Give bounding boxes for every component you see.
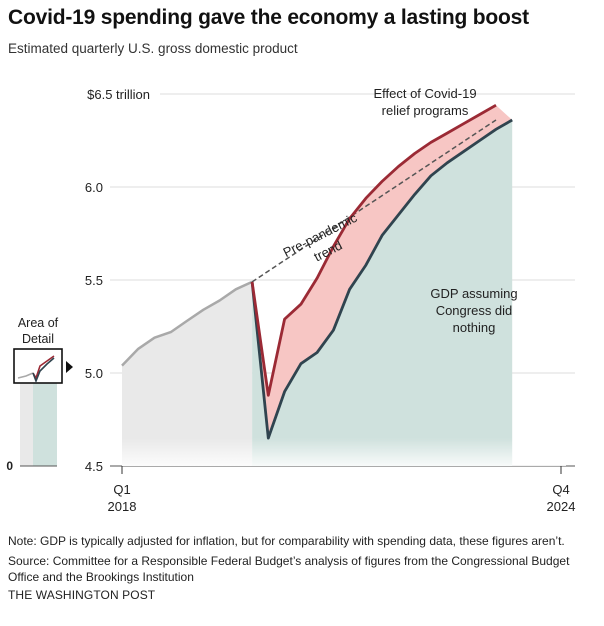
note-text: Note: GDP is typically adjusted for infl… — [8, 534, 565, 548]
x-label-start-quarter: Q1 — [113, 482, 130, 497]
pre-pandemic-area — [122, 281, 253, 466]
gdp-chart: $6.5 trillion 6.0 5.5 5.0 4.5 Q1 2018 Q4 202… — [6, 86, 576, 514]
inset-label-line2: Detail — [22, 332, 54, 346]
chart-title: Covid-19 spending gave the economy a las… — [8, 6, 529, 29]
pre-pandemic-gdp-line — [121, 280, 253, 367]
inset-pointer-arrow — [66, 361, 73, 373]
bottom-fade — [122, 438, 566, 466]
y-axis-labels: $6.5 trillion 6.0 5.5 5.0 4.5 — [85, 87, 150, 474]
x-label-end-quarter: Q4 — [552, 482, 569, 497]
relief-effect-area — [252, 105, 513, 439]
inset-zero-label: 0 — [6, 459, 13, 473]
y-tick-label: 5.0 — [85, 366, 103, 381]
inset-pre-line — [17, 372, 34, 379]
chart-subtitle: Estimated quarterly U.S. gross domestic … — [8, 41, 298, 56]
y-tick-label: $6.5 trillion — [87, 87, 150, 102]
inset-aid-fill — [33, 370, 57, 466]
no-aid-annotation-line3: nothing — [453, 320, 496, 335]
inset-no-aid-line — [32, 357, 55, 384]
y-tick-label: 6.0 — [85, 180, 103, 195]
inset-label-line1: Area of — [18, 316, 59, 330]
area-fills — [122, 105, 513, 466]
no-aid-annotation-line2: Congress did — [436, 303, 513, 318]
no-aid-annotation-line1: GDP assuming — [430, 286, 517, 301]
x-label-end-year: 2024 — [547, 499, 576, 514]
no-aid-area — [252, 120, 513, 466]
relief-annotation-line1: Effect of Covid-19 — [373, 86, 476, 101]
series-lines — [121, 103, 513, 440]
publisher-credit: THE WASHINGTON POST — [8, 588, 156, 602]
x-axis: Q1 2018 Q4 2024 — [108, 466, 576, 514]
x-label-start-year: 2018 — [108, 499, 137, 514]
inset-pre-fill — [20, 370, 33, 466]
pre-pandemic-trend-line — [251, 119, 497, 283]
y-tick-label: 4.5 — [85, 459, 103, 474]
source-text: Source: Committee for a Responsible Fede… — [8, 554, 570, 584]
gdp-actual-line — [250, 103, 497, 397]
gdp-no-aid-line — [250, 118, 513, 440]
y-tick-label: 5.5 — [85, 273, 103, 288]
area-of-detail-inset: Area of Detail 0 — [6, 316, 73, 473]
relief-annotation-line2: relief programs — [382, 103, 469, 118]
footnotes: Note: GDP is typically adjusted for infl… — [8, 533, 596, 589]
